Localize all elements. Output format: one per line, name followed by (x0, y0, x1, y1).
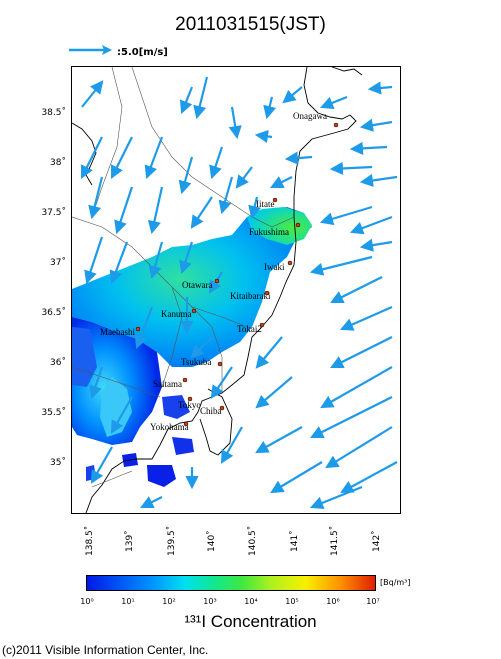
city-markers (135, 122, 339, 427)
lon-label-139: 139˚ (125, 530, 135, 552)
lat-label-37-5: 37.5˚ (41, 208, 66, 218)
city-label-onagawa: Onagawa (293, 111, 327, 121)
lon-label-141-5: 141.5˚ (330, 525, 340, 556)
city-label-tokyo: Tokyo (178, 400, 201, 410)
lon-label-141: 141˚ (290, 530, 300, 552)
lon-label-138-5: 138.5˚ (85, 525, 95, 556)
colorbar-tick: 10⁵ (285, 597, 299, 606)
city-label-yokohama: Yokohama (150, 422, 189, 432)
city-label-saitama: Saitama (153, 379, 182, 389)
city-label-iitate: Iitate (256, 199, 275, 209)
prefecture-borders (72, 67, 295, 488)
lat-label-37: 37˚ (50, 258, 66, 268)
lon-label-142: 142˚ (372, 530, 382, 552)
lon-label-140: 140˚ (207, 530, 217, 552)
colorbar-tick: 10⁶ (326, 597, 340, 606)
lon-label-140-5: 140.5˚ (248, 525, 258, 556)
city-label-tokai2: Tokai2 (237, 324, 262, 334)
lon-label-139-5: 139.5˚ (167, 525, 177, 556)
colorbar-title: ¹³¹I Concentration (184, 612, 317, 631)
city-label-maebashi: Maebashi (100, 327, 135, 337)
city-label-fukushima: Fukushima (249, 227, 289, 237)
map-canvas: Onagawa Iitate Fukushima Iwaki Otawara K… (72, 67, 398, 513)
colorbar-tick: 10⁷ (366, 597, 380, 606)
lat-label-35-5: 35.5˚ (41, 408, 66, 418)
city-label-iwaki: Iwaki (264, 262, 285, 272)
lat-label-35: 35˚ (50, 458, 66, 468)
city-label-otawara: Otawara (182, 280, 212, 290)
wind-scale-arrow-icon (69, 45, 112, 55)
wind-scale-label: :5.0[m/s] (117, 47, 168, 58)
city-label-chiba: Chiba (200, 406, 222, 416)
city-label-kanuma: Kanuma (161, 309, 192, 319)
map-title: 2011031515(JST) (175, 14, 326, 35)
colorbar-tick: 10⁰ (80, 597, 94, 606)
lat-label-38-5: 38.5˚ (41, 108, 66, 118)
wind-arrow (81, 136, 103, 179)
colorbar-unit: [Bq/m³] (380, 578, 411, 587)
colorbar-tick: 10² (162, 597, 176, 606)
colorbar-tick: 10⁴ (244, 597, 258, 606)
city-labels: Onagawa Iitate Fukushima Iwaki Otawara K… (100, 111, 327, 432)
concentration-plume (72, 207, 312, 487)
lat-label-38: 38˚ (50, 158, 66, 168)
wind-arrows (81, 76, 398, 510)
city-label-kitaibaraki: Kitaibaraki (230, 291, 271, 301)
colorbar-tick: 10³ (203, 597, 217, 606)
concentration-map[interactable]: Onagawa Iitate Fukushima Iwaki Otawara K… (71, 66, 401, 514)
lat-label-36: 36˚ (50, 358, 66, 368)
lat-label-36-5: 36.5˚ (41, 308, 66, 318)
colorbar-tick: 10¹ (121, 597, 135, 606)
copyright-notice: (c)2011 Visible Information Center, Inc. (2, 643, 209, 657)
concentration-colorbar (86, 575, 376, 591)
city-label-tsukuba: Tsukuba (181, 357, 211, 367)
